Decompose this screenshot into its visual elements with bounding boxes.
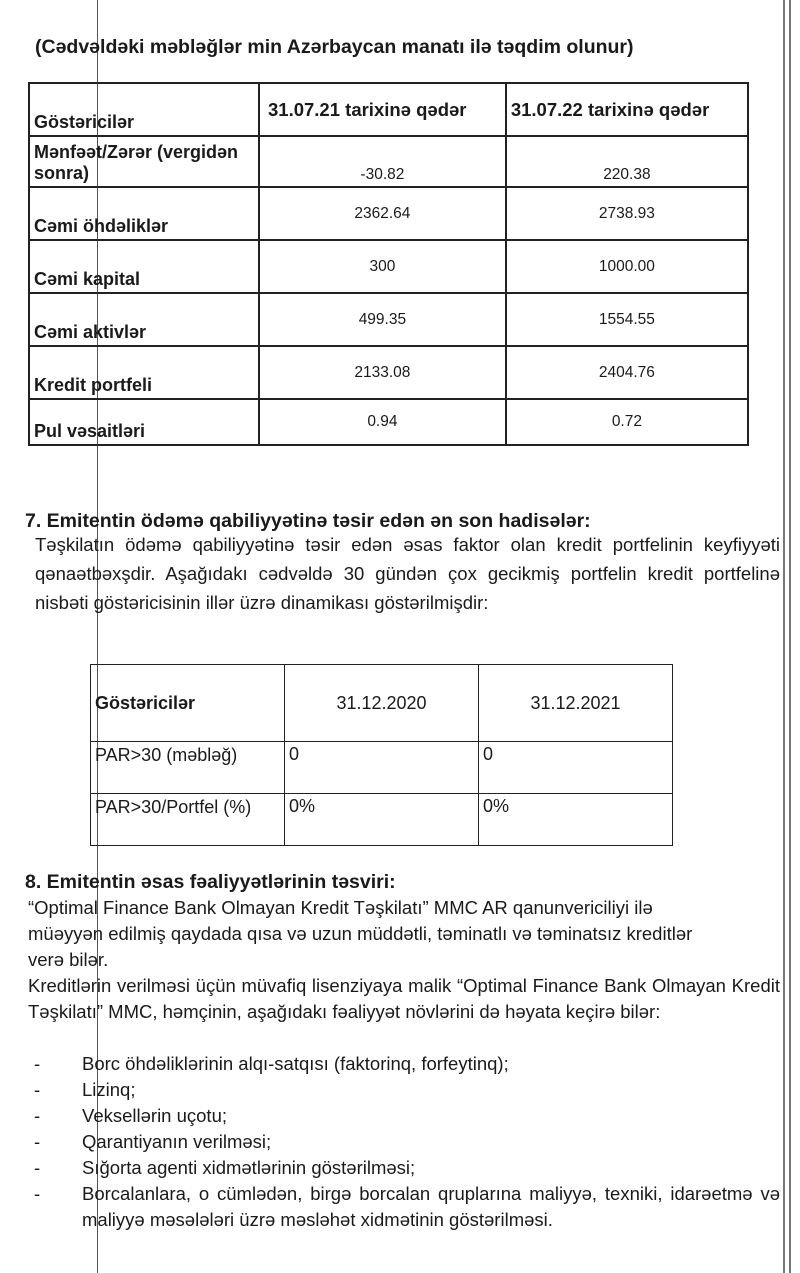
row-label: Cəmi kapital (28, 239, 260, 294)
list-item: Veksellərin uçotu; (28, 1103, 780, 1129)
row-label: Cəmi öhdəliklər (28, 186, 260, 241)
currency-note: (Cədvəldəki məbləğlər min Azərbaycan man… (35, 36, 634, 58)
section-8-paragraph-1: “Optimal Finance Bank Olmayan Kredit Təş… (28, 897, 693, 970)
section-7-heading: 7. Emitentin ödəmə qabiliyyətinə təsir e… (25, 510, 591, 532)
section-7-paragraph: Təşkilatın ödəmə qabiliyyətinə təsir edə… (35, 534, 780, 613)
value-cell: 2738.93 (504, 186, 750, 241)
value-cell: 0% (284, 793, 479, 846)
header-cell: Göstəricilər (28, 82, 260, 137)
value-cell: 0% (478, 793, 673, 846)
table-row: Cəmi kapital 300 1000.00 (28, 239, 750, 294)
par30-table: Göstəricilər 31.12.2020 31.12.2021 PAR>3… (90, 664, 673, 846)
row-label: Cəmi aktivlər (28, 292, 260, 347)
value-cell: 499.35 (258, 292, 507, 347)
scan-line (783, 0, 785, 1273)
table-row: Mənfəət/Zərər (vergidən sonra) -30.82 22… (28, 135, 750, 188)
header-cell: 31.07.21 tarixinə qədər (258, 82, 507, 137)
table-row: PAR>30/Portfel (%) 0% 0% (90, 793, 673, 846)
value-cell: 0.94 (258, 398, 507, 446)
value-cell: 0.72 (504, 398, 750, 446)
table-row: Cəmi aktivlər 499.35 1554.55 (28, 292, 750, 347)
row-label: PAR>30 (məbləğ) (90, 741, 285, 794)
row-label: Pul vəsaitləri (28, 398, 260, 446)
table-row: Pul vəsaitləri 0.94 0.72 (28, 398, 750, 446)
value-cell: 0 (284, 741, 479, 794)
value-cell: 300 (258, 239, 507, 294)
scan-line (789, 0, 791, 1273)
value-cell: 2362.64 (258, 186, 507, 241)
table-row: PAR>30 (məbləğ) 0 0 (90, 741, 673, 794)
list-item: Qarantiyanın verilməsi; (28, 1129, 780, 1155)
header-cell: Göstəricilər (90, 664, 285, 742)
header-cell: 31.12.2020 (284, 664, 479, 742)
value-cell: 220.38 (504, 135, 750, 188)
section-8-paragraph-2: Kreditlərin verilməsi üçün müvafiq lisen… (28, 975, 780, 1022)
value-cell: 2133.08 (258, 345, 507, 400)
value-cell: 2404.76 (504, 345, 750, 400)
table-row: Kredit portfeli 2133.08 2404.76 (28, 345, 750, 400)
scan-line (97, 0, 98, 1273)
activities-list: Borc öhdəliklərinin alqı-satqısı (faktor… (28, 1051, 780, 1233)
financial-indicators-table: Göstəricilər 31.07.21 tarixinə qədər 31.… (28, 82, 750, 446)
header-cell: 31.07.22 tarixinə qədər (504, 82, 750, 137)
list-item: Lizinq; (28, 1077, 780, 1103)
list-item: Borcalanlara, o cümlədən, birgə borcalan… (28, 1181, 780, 1233)
value-cell: 0 (478, 741, 673, 794)
table-row: Cəmi öhdəliklər 2362.64 2738.93 (28, 186, 750, 241)
value-cell: -30.82 (258, 135, 507, 188)
list-item: Borc öhdəliklərinin alqı-satqısı (faktor… (28, 1051, 780, 1077)
value-cell: 1000.00 (504, 239, 750, 294)
list-item: Sığorta agenti xidmətlərinin göstərilməs… (28, 1155, 780, 1181)
header-cell: 31.12.2021 (478, 664, 673, 742)
table-header-row: Göstəricilər 31.07.21 tarixinə qədər 31.… (28, 82, 750, 137)
row-label: Kredit portfeli (28, 345, 260, 400)
row-label: PAR>30/Portfel (%) (90, 793, 285, 846)
row-label: Mənfəət/Zərər (vergidən sonra) (28, 135, 260, 188)
table-header-row: Göstəricilər 31.12.2020 31.12.2021 (90, 664, 673, 742)
section-8-heading: 8. Emitentin əsas fəaliyyətlərinin təsvi… (25, 871, 396, 893)
value-cell: 1554.55 (504, 292, 750, 347)
